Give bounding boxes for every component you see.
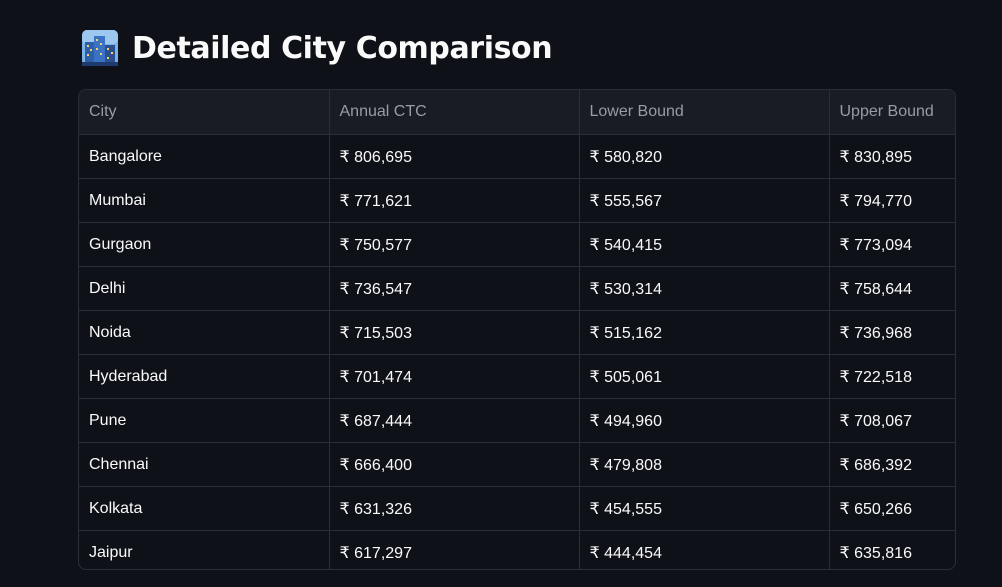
cell-upper-bound[interactable]: ₹ 635,816 bbox=[839, 544, 912, 562]
cell-annual-ctc[interactable]: ₹ 617,297 bbox=[329, 530, 580, 569]
cell-city[interactable]: Chennai bbox=[79, 442, 330, 487]
cell-lower-bound[interactable]: ₹ 444,454 bbox=[579, 530, 830, 569]
cell-city[interactable]: Hyderabad bbox=[79, 354, 330, 399]
table-row: Pune ₹ 687,444 ₹ 494,960 ₹ 708,067 bbox=[79, 398, 955, 443]
cell-lower-bound[interactable]: ₹ 580,820 bbox=[579, 134, 830, 179]
table-row: Mumbai ₹ 771,621 ₹ 555,567 ₹ 794,770 bbox=[79, 178, 955, 223]
cell-upper-bound[interactable]: ₹ 794,770 bbox=[829, 178, 955, 223]
cell-lower-bound[interactable]: ₹ 454,555 bbox=[579, 486, 830, 531]
cell-lower-bound[interactable]: ₹ 505,061 bbox=[579, 354, 830, 399]
cell-upper-bound[interactable]: ₹ 686,392 bbox=[829, 442, 955, 487]
cell-upper-bound[interactable]: ₹ 722,518 bbox=[829, 354, 955, 399]
cell-annual-ctc[interactable]: ₹ 736,547 bbox=[329, 266, 580, 311]
city-comparison-table[interactable]: City Annual CTC Lower Bound Upper Bound … bbox=[78, 89, 956, 570]
cell-upper-bound[interactable]: ₹ 830,895 bbox=[829, 134, 955, 179]
page-header: Detailed City Comparison bbox=[82, 26, 553, 70]
cell-lower-bound[interactable]: ₹ 515,162 bbox=[579, 310, 830, 355]
cell-city[interactable]: Pune bbox=[79, 398, 330, 443]
cell-city[interactable]: Gurgaon bbox=[79, 222, 330, 267]
column-header-upper-bound[interactable]: Upper Bound bbox=[829, 90, 955, 135]
cell-city[interactable]: Delhi bbox=[79, 266, 330, 311]
column-header-city[interactable]: City bbox=[79, 90, 330, 135]
table-row: Delhi ₹ 736,547 ₹ 530,314 ₹ 758,644 bbox=[79, 266, 955, 311]
table-header-row: City Annual CTC Lower Bound Upper Bound bbox=[79, 90, 955, 135]
cell-upper-bound[interactable]: ₹ 758,644 bbox=[829, 266, 955, 311]
cell-lower-bound[interactable]: ₹ 540,415 bbox=[579, 222, 830, 267]
table-row: Kolkata ₹ 631,326 ₹ 454,555 ₹ 650,266 bbox=[79, 486, 955, 531]
cell-city[interactable]: Noida bbox=[79, 310, 330, 355]
cell-annual-ctc[interactable]: ₹ 715,503 bbox=[329, 310, 580, 355]
cell-city[interactable]: Mumbai bbox=[79, 178, 330, 223]
table-row: Gurgaon ₹ 750,577 ₹ 540,415 ₹ 773,094 bbox=[79, 222, 955, 267]
cell-upper-bound[interactable]: ₹ 736,968 bbox=[829, 310, 955, 355]
column-header-lower-bound[interactable]: Lower Bound bbox=[579, 90, 830, 135]
cell-annual-ctc[interactable]: ₹ 771,621 bbox=[329, 178, 580, 223]
cell-upper-bound[interactable]: ₹ 650,266 bbox=[829, 486, 955, 531]
column-header-annual-ctc[interactable]: Annual CTC bbox=[329, 90, 580, 135]
cell-city[interactable]: Kolkata bbox=[79, 486, 330, 531]
cell-annual-ctc[interactable]: ₹ 701,474 bbox=[329, 354, 580, 399]
cell-lower-bound[interactable]: ₹ 494,960 bbox=[579, 398, 830, 443]
table-row: Bangalore ₹ 806,695 ₹ 580,820 ₹ 830,895 bbox=[79, 134, 955, 179]
cell-annual-ctc[interactable]: ₹ 687,444 bbox=[329, 398, 580, 443]
cell-annual-ctc[interactable]: ₹ 666,400 bbox=[329, 442, 580, 487]
table-row: Noida ₹ 715,503 ₹ 515,162 ₹ 736,968 bbox=[79, 310, 955, 355]
cell-lower-bound[interactable]: ₹ 530,314 bbox=[579, 266, 830, 311]
table-row: Jaipur ₹ 617,297 ₹ 444,454 ₹ 635,816 bbox=[79, 530, 955, 569]
cell-city[interactable]: Bangalore bbox=[79, 134, 330, 179]
cell-lower-bound[interactable]: ₹ 479,808 bbox=[579, 442, 830, 487]
cell-annual-ctc[interactable]: ₹ 806,695 bbox=[329, 134, 580, 179]
cell-upper-bound[interactable]: ₹ 773,094 bbox=[829, 222, 955, 267]
cell-annual-ctc[interactable]: ₹ 750,577 bbox=[329, 222, 580, 267]
cell-upper-bound[interactable]: ₹ 708,067 bbox=[829, 398, 955, 443]
table-row: Hyderabad ₹ 701,474 ₹ 505,061 ₹ 722,518 bbox=[79, 354, 955, 399]
cityscape-icon bbox=[82, 30, 118, 66]
cell-lower-bound[interactable]: ₹ 555,567 bbox=[579, 178, 830, 223]
table-row: Chennai ₹ 666,400 ₹ 479,808 ₹ 686,392 bbox=[79, 442, 955, 487]
cell-city[interactable]: Jaipur bbox=[79, 530, 330, 569]
cell-annual-ctc[interactable]: ₹ 631,326 bbox=[329, 486, 580, 531]
page-title: Detailed City Comparison bbox=[132, 30, 553, 66]
